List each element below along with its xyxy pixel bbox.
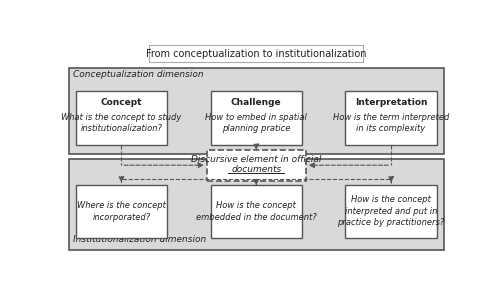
Text: How to embed in spatial
planning pratice: How to embed in spatial planning pratice xyxy=(206,113,307,133)
Text: Interpretation: Interpretation xyxy=(355,98,428,106)
Bar xyxy=(346,91,437,145)
Text: How is the concept
embedded in the document?: How is the concept embedded in the docum… xyxy=(196,201,316,222)
Bar xyxy=(210,91,302,145)
Text: Concept: Concept xyxy=(100,98,142,106)
Text: How is the term interpreted
in its complexity: How is the term interpreted in its compl… xyxy=(333,113,450,133)
Text: What is the concept to study
institutionalization?: What is the concept to study institution… xyxy=(61,113,182,133)
Bar xyxy=(150,45,363,62)
Text: Conceptualization dimension: Conceptualization dimension xyxy=(72,70,203,80)
Bar xyxy=(68,68,444,154)
Text: Discursive element in official: Discursive element in official xyxy=(191,155,322,164)
Text: From conceptualization to institutionalization: From conceptualization to institutionali… xyxy=(146,48,366,59)
Bar xyxy=(206,150,306,181)
Bar xyxy=(76,91,167,145)
Text: Where is the concept
incorporated?: Where is the concept incorporated? xyxy=(77,201,166,222)
Text: How is the concept
interpreted and put in
practice by practitioners?: How is the concept interpreted and put i… xyxy=(338,196,445,227)
Text: Challenge: Challenge xyxy=(231,98,281,106)
Bar xyxy=(210,185,302,238)
Bar xyxy=(68,159,444,250)
Text: documents: documents xyxy=(231,165,281,174)
Text: Institutionalization dimension: Institutionalization dimension xyxy=(72,235,206,244)
Bar xyxy=(346,185,437,238)
Bar xyxy=(76,185,167,238)
